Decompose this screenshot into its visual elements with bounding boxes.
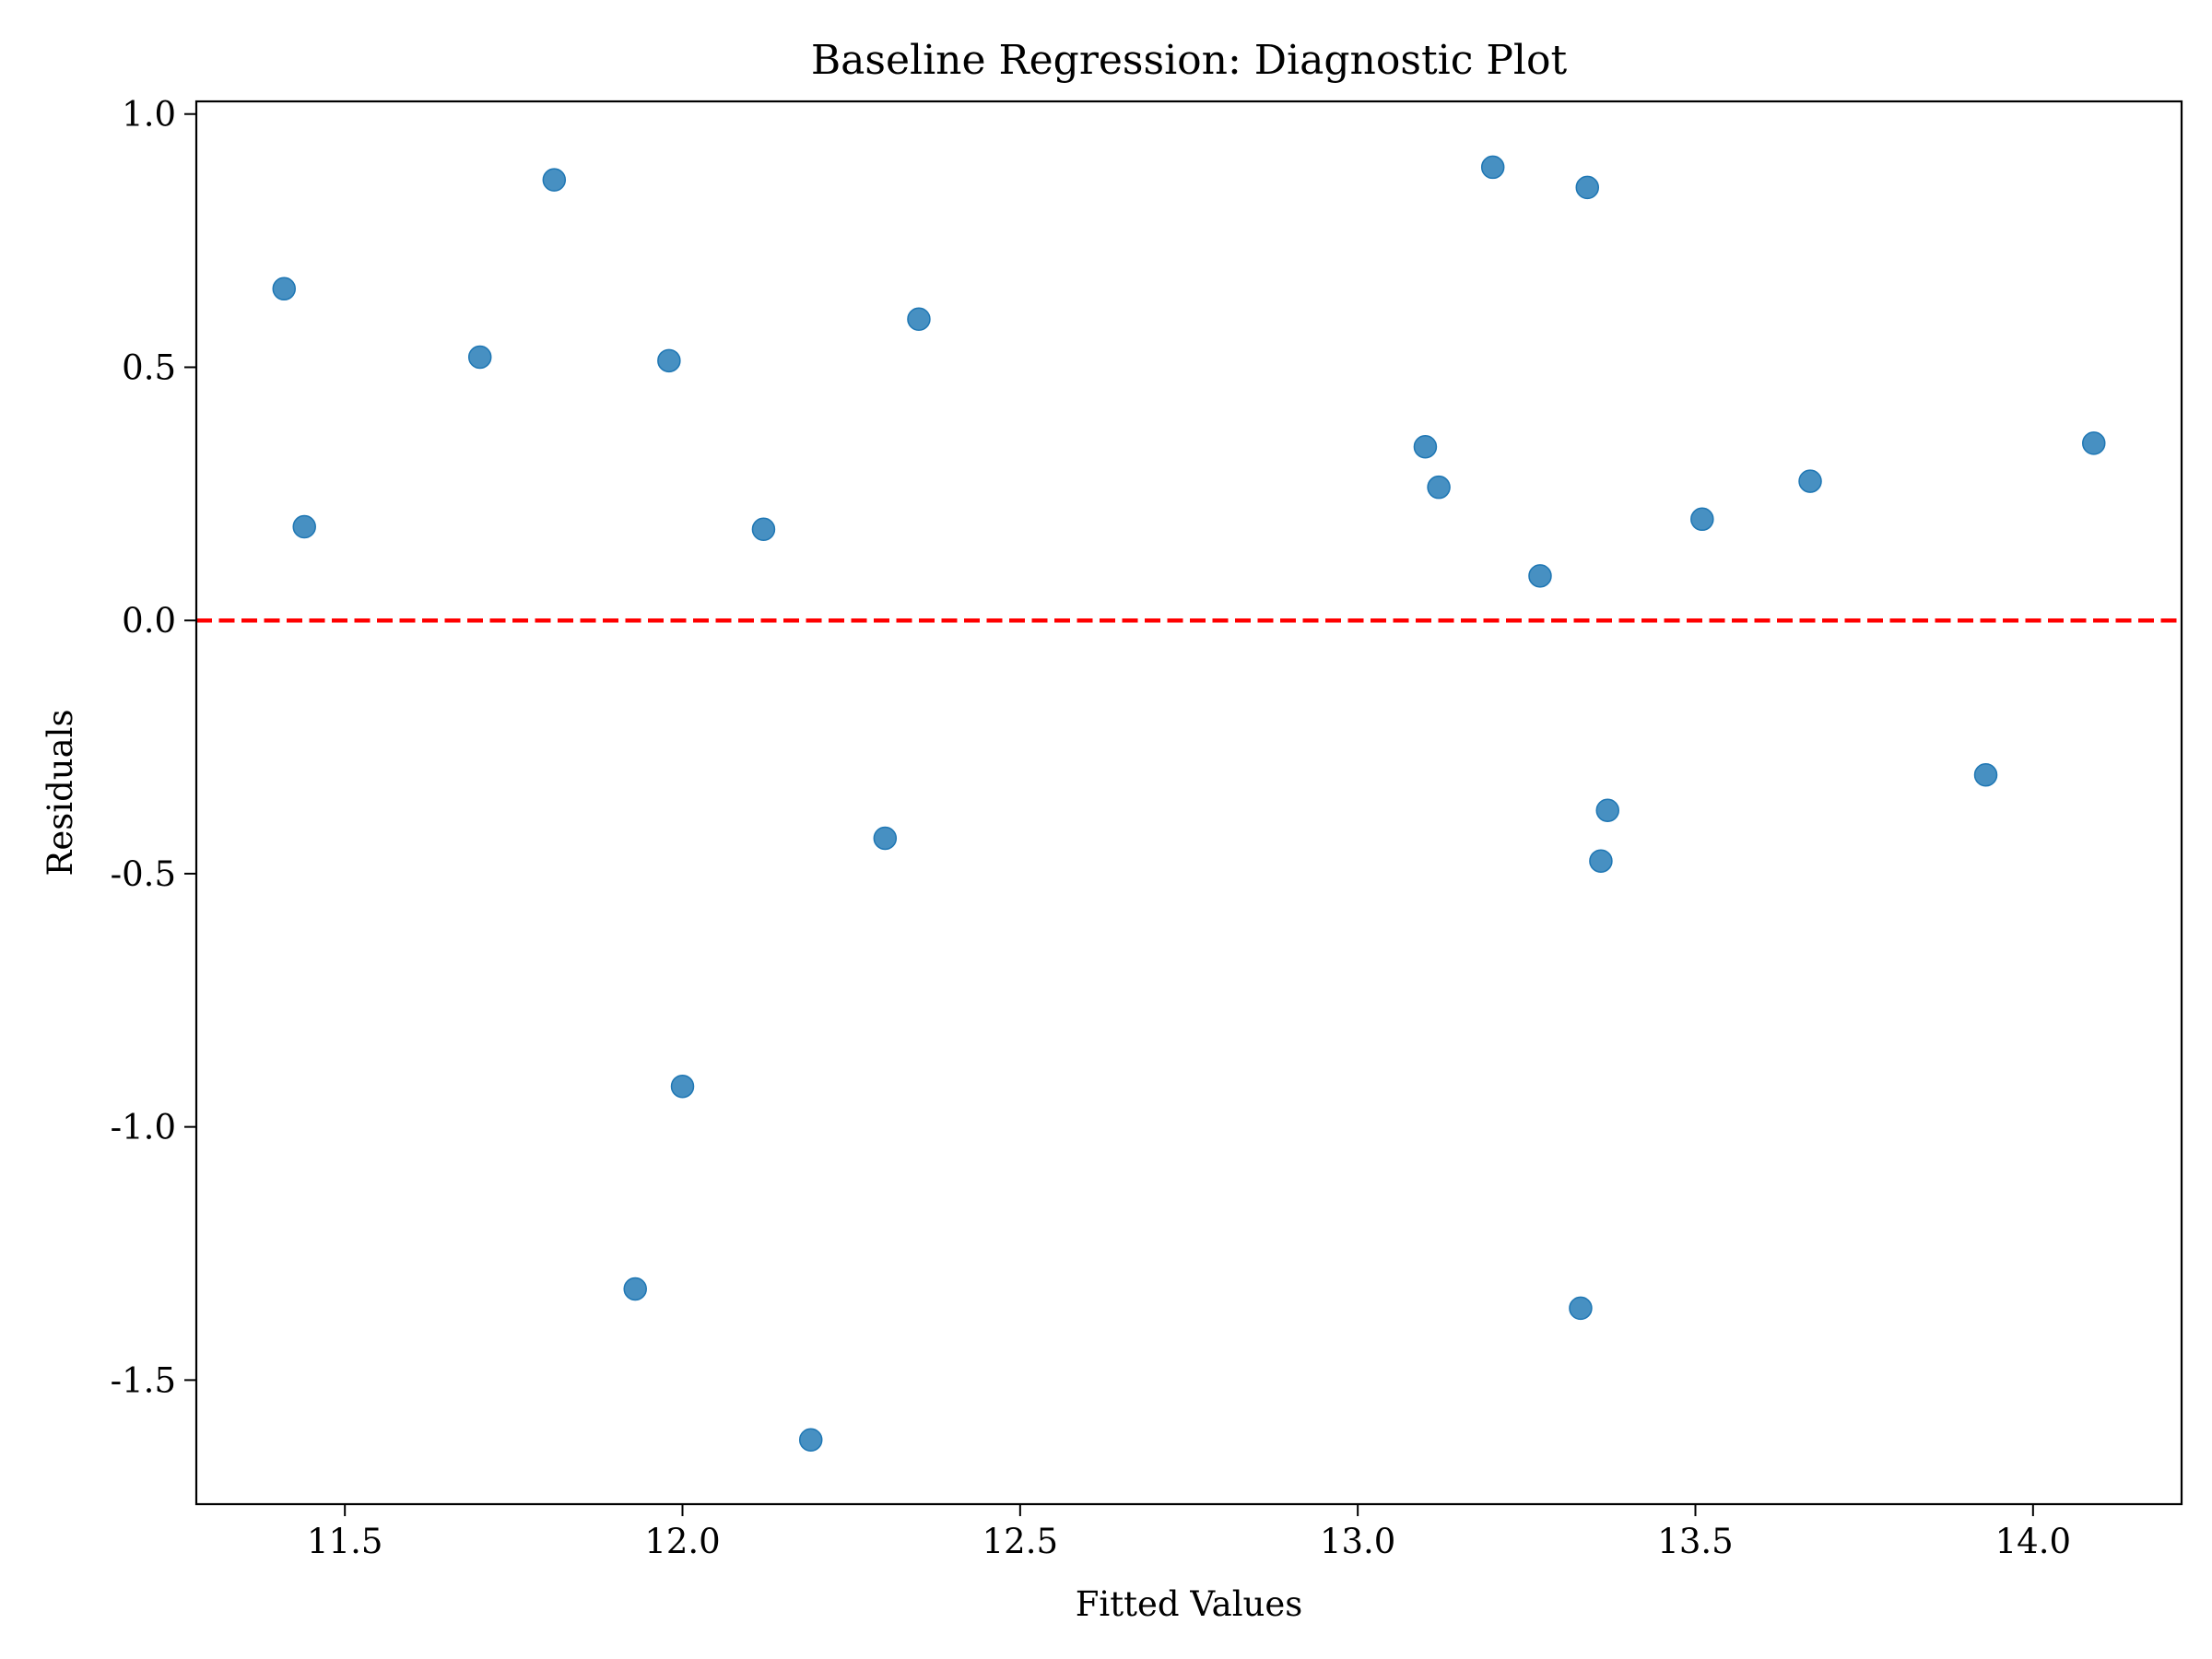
y-tick-label: -0.5 (111, 854, 176, 894)
residual-point (292, 514, 316, 539)
residual-point (1569, 1296, 1593, 1321)
residual-point (542, 168, 567, 192)
residual-point (1413, 434, 1438, 459)
x-tick-label: 13.0 (1320, 1522, 1395, 1561)
residual-point (1798, 469, 1822, 493)
plot-frame (194, 100, 2183, 1506)
y-tick-label: 0.5 (122, 347, 176, 387)
residual-point (2082, 431, 2106, 455)
residual-point (1690, 507, 1714, 532)
residual-point (1595, 798, 1619, 822)
y-tick-label: -1.0 (111, 1108, 176, 1147)
x-tick-label: 11.5 (307, 1522, 382, 1561)
residual-point (1427, 475, 1451, 500)
residual-point (657, 348, 681, 373)
x-tick-label: 13.5 (1657, 1522, 1733, 1561)
residual-point (873, 826, 898, 851)
residual-point (670, 1074, 695, 1099)
residual-point (751, 517, 776, 542)
y-tick-label: 0.0 (122, 601, 176, 641)
x-tick-label: 12.5 (982, 1522, 1058, 1561)
y-axis-label: Residuals (41, 710, 80, 877)
residual-point (1575, 175, 1600, 200)
y-tick-label: 1.0 (122, 95, 176, 135)
plot-area (196, 155, 2182, 1452)
residual-point (1973, 763, 1998, 787)
residual-point (907, 307, 931, 332)
x-axis-label: Fitted Values (1076, 1584, 1303, 1624)
residual-point (798, 1428, 823, 1452)
chart-title: Baseline Regression: Diagnostic Plot (811, 37, 1568, 84)
x-tick-label: 12.0 (644, 1522, 720, 1561)
residual-point (1480, 155, 1505, 180)
residual-point (1528, 564, 1552, 588)
y-tick-label: -1.5 (111, 1360, 176, 1400)
residual-point (467, 345, 492, 370)
x-tick-label: 14.0 (1995, 1522, 2071, 1561)
residual-point (272, 276, 296, 301)
residual-point (1589, 849, 1613, 873)
residual-point (623, 1277, 647, 1301)
